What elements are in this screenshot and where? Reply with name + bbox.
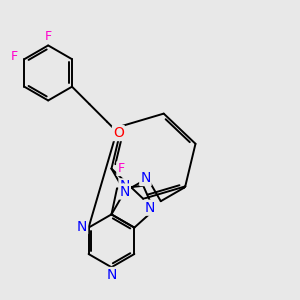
Text: N: N (119, 184, 130, 199)
Text: O: O (113, 126, 124, 140)
Text: F: F (11, 50, 18, 63)
Text: N: N (119, 179, 130, 194)
Text: N: N (106, 268, 117, 282)
Text: N: N (140, 171, 151, 185)
Text: N: N (144, 201, 155, 215)
Text: N: N (77, 220, 87, 233)
Text: F: F (45, 30, 52, 43)
Text: F: F (117, 162, 124, 175)
